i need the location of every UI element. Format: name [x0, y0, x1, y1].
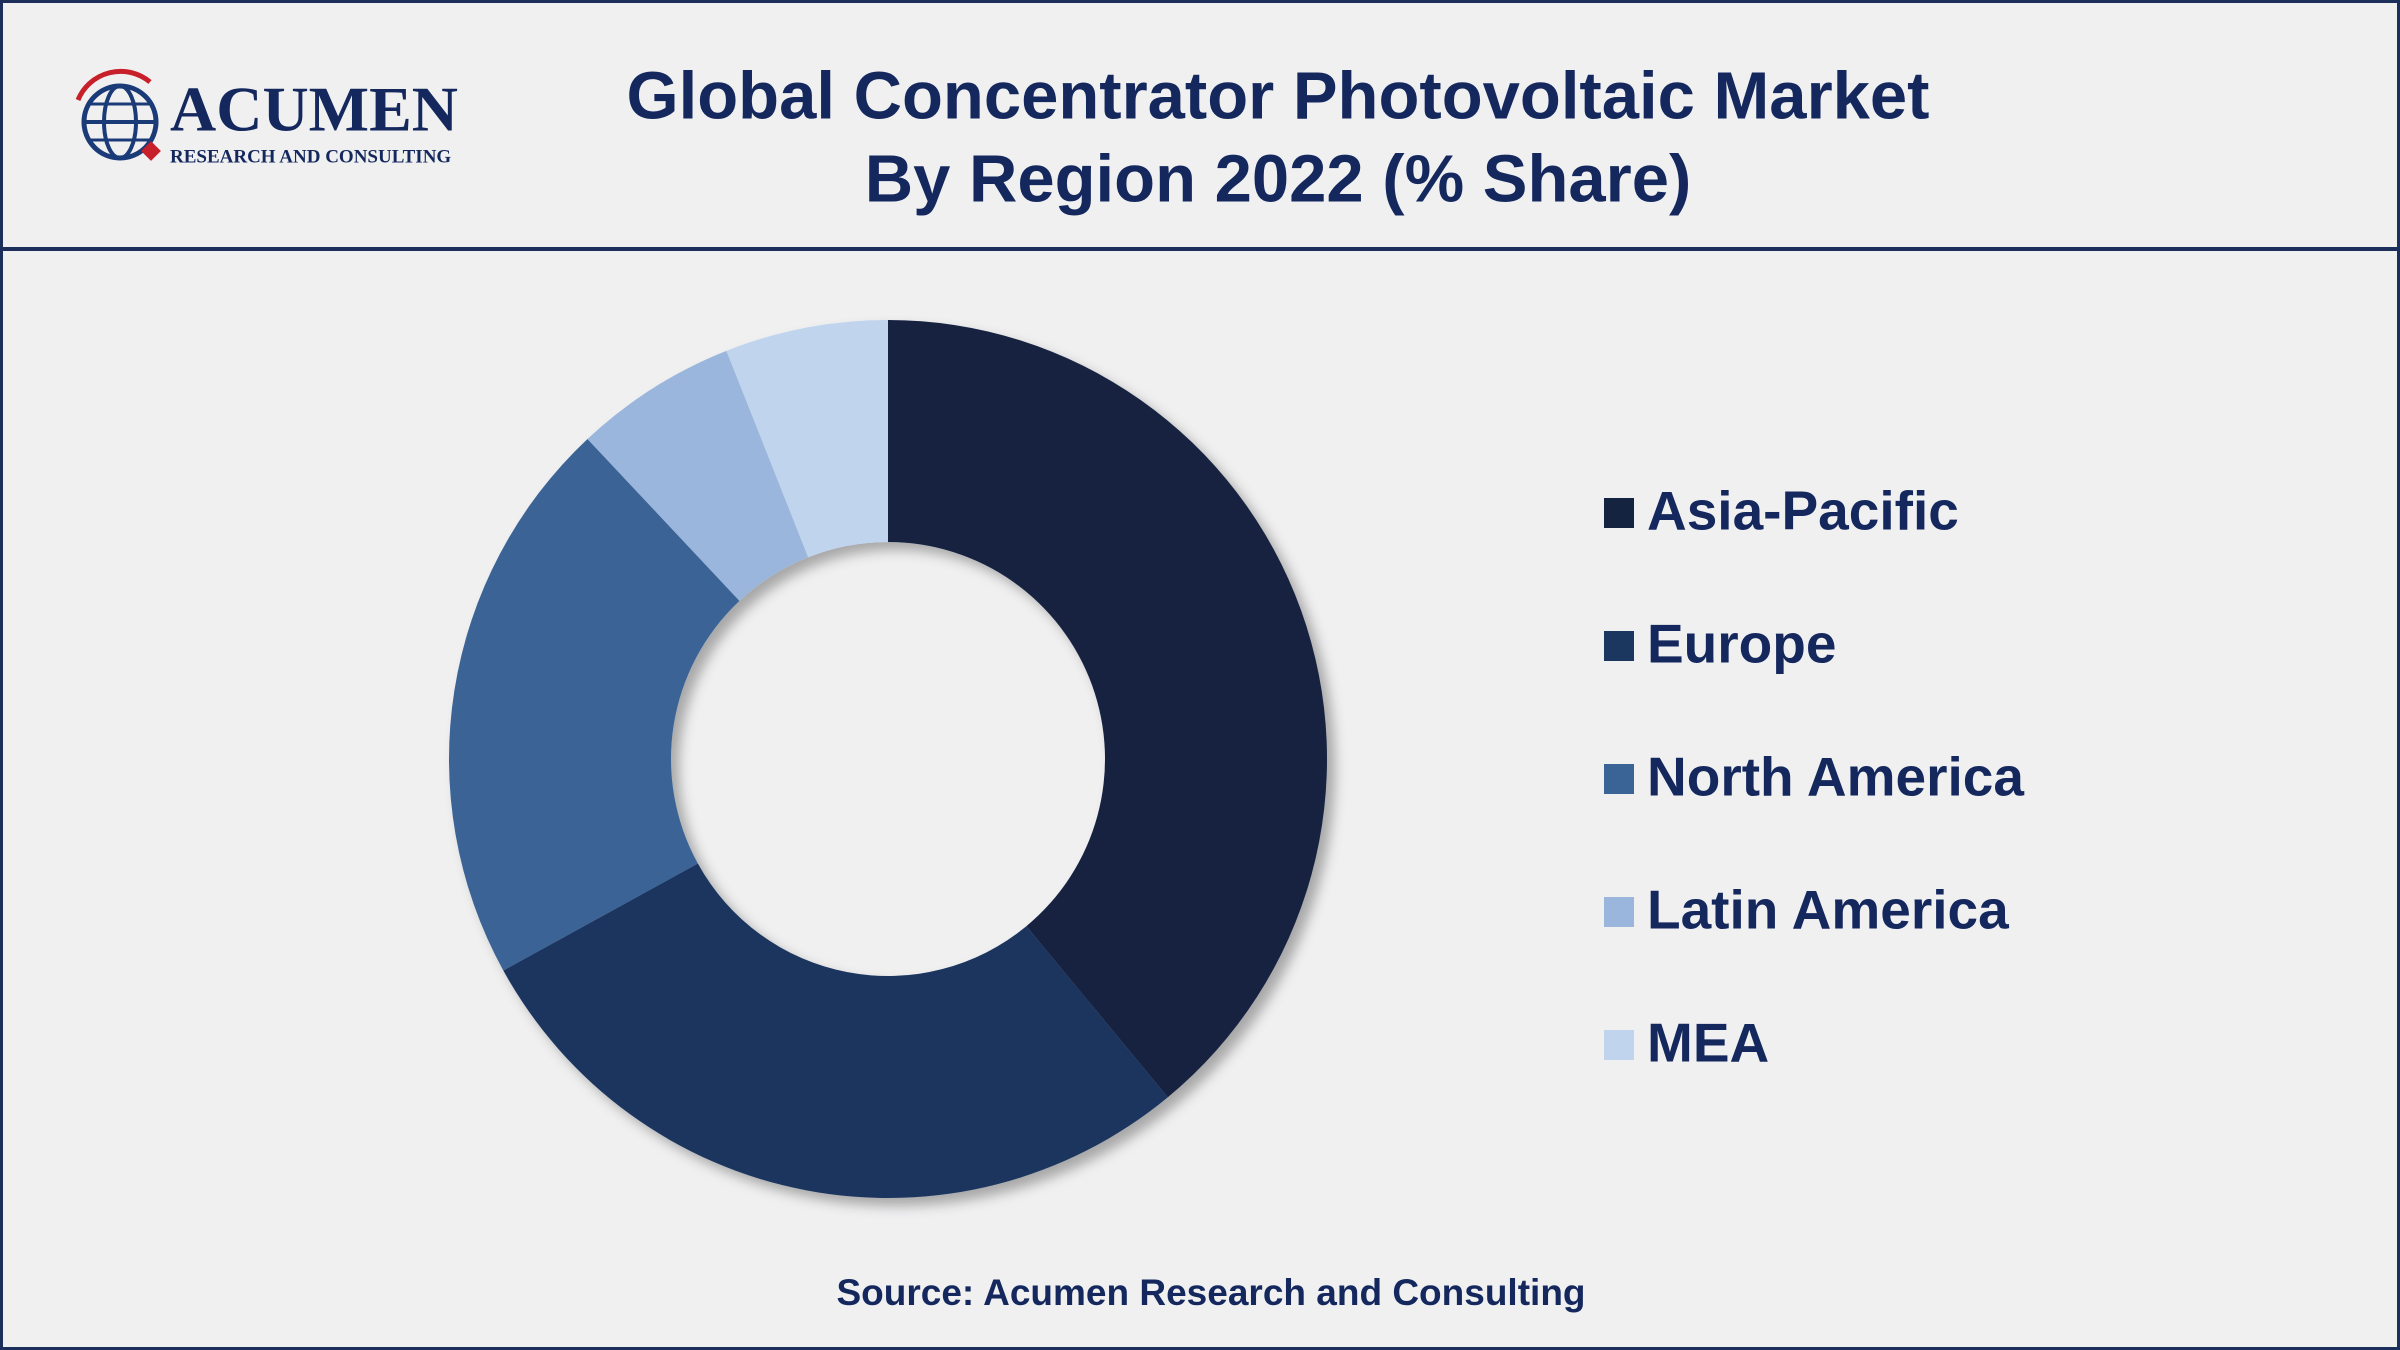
- legend-swatch: [1604, 764, 1634, 794]
- legend-label: North America: [1647, 746, 2024, 808]
- legend-label: MEA: [1647, 1012, 1769, 1074]
- legend-swatch: [1604, 631, 1634, 661]
- source: Source: Acumen Research and Consulting: [836, 1272, 1585, 1313]
- donut-slice: [449, 438, 740, 971]
- chart-title: Global Concentrator Photovoltaic Market: [627, 59, 1930, 134]
- legend-label: Latin America: [1647, 879, 2009, 941]
- donut-slice: [726, 320, 888, 558]
- donut-slice: [587, 350, 809, 601]
- logo-tagline: RESEARCH AND CONSULTING: [170, 146, 451, 167]
- logo: ACUMEN RESEARCH AND CONSULTING: [75, 68, 458, 167]
- legend-label: Asia-Pacific: [1647, 480, 1959, 542]
- logo-name: ACUMEN: [170, 74, 458, 145]
- legend-swatch: [1604, 498, 1634, 528]
- legend-label: Europe: [1647, 613, 1836, 675]
- donut-slice: [888, 320, 1328, 1098]
- chart-title: By Region 2022 (% Share): [865, 142, 1692, 217]
- logo-swoosh: [75, 68, 152, 102]
- donut-slice: [503, 863, 1168, 1198]
- legend-swatch: [1604, 1030, 1634, 1060]
- legend-swatch: [1604, 897, 1634, 927]
- donut: [449, 320, 1328, 1198]
- logo-diamond: [141, 141, 161, 161]
